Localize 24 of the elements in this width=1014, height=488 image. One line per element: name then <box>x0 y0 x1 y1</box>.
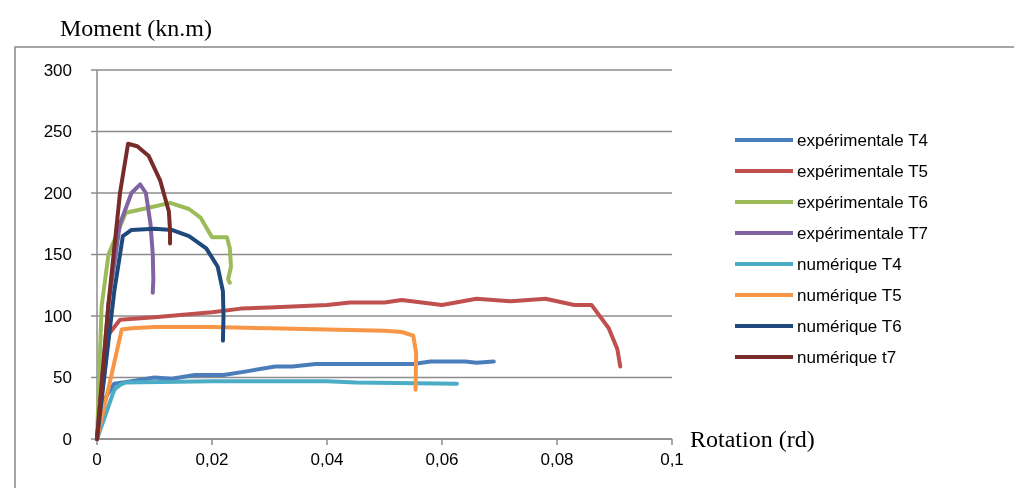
y-axis-title: Moment (kn.m) <box>60 15 212 41</box>
x-tick-label: 0,02 <box>195 450 229 469</box>
x-tick-label: 0 <box>92 450 102 469</box>
y-tick-label: 150 <box>43 245 72 265</box>
y-tick-label: 50 <box>53 368 72 388</box>
legend-label: numérique t7 <box>797 347 897 367</box>
x-tick-label: 0,06 <box>425 450 459 469</box>
legend-label: expérimentale T5 <box>797 161 929 181</box>
y-tick-label: 300 <box>43 60 72 80</box>
x-tick-label: 0,1 <box>660 450 684 469</box>
y-tick-label: 250 <box>43 122 72 142</box>
legend-label: numérique T6 <box>797 316 902 336</box>
legend-label: expérimentale T7 <box>797 223 929 243</box>
legend-label: expérimentale T6 <box>797 192 929 212</box>
y-tick-label: 100 <box>43 306 72 326</box>
legend-label: numérique T5 <box>797 285 902 305</box>
legend-label: numérique T4 <box>797 254 902 274</box>
legend-label: expérimentale T4 <box>797 130 929 150</box>
y-tick-label: 0 <box>62 429 72 449</box>
x-tick-label: 0,08 <box>540 450 574 469</box>
line-series <box>95 141 173 441</box>
y-tick-label: 200 <box>43 183 72 203</box>
x-tick-label: 0,04 <box>310 450 344 469</box>
x-axis-title: Rotation (rd) <box>690 426 815 452</box>
